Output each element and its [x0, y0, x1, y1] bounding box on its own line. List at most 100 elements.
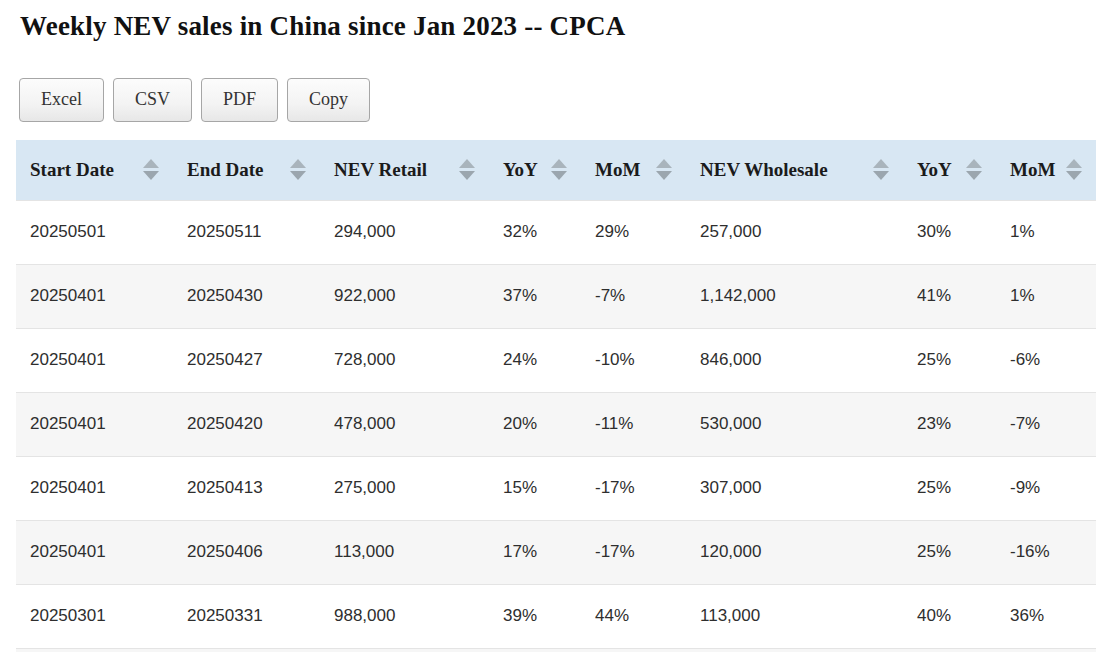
table-cell: [320, 648, 489, 652]
sort-desc-icon: [966, 171, 982, 180]
table-cell: -9%: [996, 456, 1096, 520]
sort-icon: [966, 159, 982, 180]
column-header-mom-2[interactable]: MoM: [996, 140, 1096, 201]
column-header-nev-retail[interactable]: NEV Retail: [320, 140, 489, 201]
column-header-nev-wholesale[interactable]: NEV Wholesale: [686, 140, 903, 201]
table-cell: 20250501: [16, 200, 173, 264]
table-cell: 25%: [903, 328, 996, 392]
table-cell: 20250511: [173, 200, 320, 264]
table-cell: -16%: [996, 520, 1096, 584]
export-button-copy[interactable]: Copy: [287, 78, 370, 122]
table-cell: 988,000: [320, 584, 489, 648]
column-header-label: MoM: [1010, 159, 1055, 181]
table-cell: 20250301: [16, 584, 173, 648]
column-header-yoy-2[interactable]: YoY: [903, 140, 996, 201]
table-row: 2025040120250406113,00017%-17%120,00025%…: [16, 520, 1096, 584]
table-row: 2025040120250420478,00020%-11%530,00023%…: [16, 392, 1096, 456]
column-header-label: Start Date: [30, 159, 114, 181]
table-cell: 257,000: [686, 200, 903, 264]
sort-desc-icon: [1066, 171, 1082, 180]
table-row: 2025040120250413275,00015%-17%307,00025%…: [16, 456, 1096, 520]
table-cell: 1%: [996, 200, 1096, 264]
table-cell: [581, 648, 686, 652]
export-toolbar: ExcelCSVPDFCopy: [19, 78, 1096, 122]
table-cell: -7%: [996, 392, 1096, 456]
table-cell: 20250430: [173, 264, 320, 328]
column-header-label: YoY: [503, 159, 538, 181]
table-header-row: Start Date End Date NEV Retail YoY MoM NEV Wh…: [16, 140, 1096, 201]
table-row: 2025030120250331988,00039%44%113,00040%3…: [16, 584, 1096, 648]
table-cell: 41%: [903, 264, 996, 328]
export-button-csv[interactable]: CSV: [113, 78, 192, 122]
column-header-mom[interactable]: MoM: [581, 140, 686, 201]
table-cell: -17%: [581, 456, 686, 520]
table-cell: 846,000: [686, 328, 903, 392]
table-cell: 20250401: [16, 520, 173, 584]
table-cell: -6%: [996, 328, 1096, 392]
table-cell: 20250401: [16, 392, 173, 456]
table-cell: 728,000: [320, 328, 489, 392]
table-row: 2025040120250427728,00024%-10%846,00025%…: [16, 328, 1096, 392]
table-cell: 530,000: [686, 392, 903, 456]
table-cell: 20250401: [16, 328, 173, 392]
sort-asc-icon: [459, 159, 475, 168]
table-cell: 20250331: [173, 584, 320, 648]
sort-asc-icon: [1066, 159, 1082, 168]
table-cell: 20%: [489, 392, 581, 456]
table-cell: 17%: [489, 520, 581, 584]
sort-icon: [873, 159, 889, 180]
table-cell: 20250427: [173, 328, 320, 392]
table-cell: 478,000: [320, 392, 489, 456]
table-cell: [16, 648, 173, 652]
table-cell: -17%: [581, 520, 686, 584]
table-cell: 25%: [903, 456, 996, 520]
sort-icon: [656, 159, 672, 180]
column-header-label: MoM: [595, 159, 640, 181]
table-cell: 922,000: [320, 264, 489, 328]
column-header-label: NEV Wholesale: [700, 159, 828, 181]
sort-icon: [1066, 159, 1082, 180]
sort-desc-icon: [551, 171, 567, 180]
sort-asc-icon: [143, 159, 159, 168]
table-cell: 113,000: [686, 584, 903, 648]
table-cell: 37%: [489, 264, 581, 328]
table-body: 2025050120250511294,00032%29%257,00030%1…: [16, 200, 1096, 652]
column-header-start-date[interactable]: Start Date: [16, 140, 173, 201]
table-cell: 307,000: [686, 456, 903, 520]
table-row: 2025050120250511294,00032%29%257,00030%1…: [16, 200, 1096, 264]
column-header-label: YoY: [917, 159, 952, 181]
table-cell: 20250401: [16, 456, 173, 520]
table-cell: 15%: [489, 456, 581, 520]
export-button-excel[interactable]: Excel: [19, 78, 104, 122]
table-cell: 294,000: [320, 200, 489, 264]
table-cell: 1%: [996, 264, 1096, 328]
sort-desc-icon: [656, 171, 672, 180]
sort-icon: [290, 159, 306, 180]
sort-asc-icon: [290, 159, 306, 168]
table-cell: -10%: [581, 328, 686, 392]
sort-desc-icon: [873, 171, 889, 180]
column-header-label: End Date: [187, 159, 264, 181]
sort-desc-icon: [143, 171, 159, 180]
table-row: 2025040120250430922,00037%-7%1,142,00041…: [16, 264, 1096, 328]
sort-asc-icon: [966, 159, 982, 168]
table-row-partial: [16, 648, 1096, 652]
export-button-pdf[interactable]: PDF: [201, 78, 278, 122]
page: Weekly NEV sales in China since Jan 2023…: [0, 10, 1112, 652]
column-header-label: NEV Retail: [334, 159, 427, 181]
table-cell: 32%: [489, 200, 581, 264]
table-cell: 39%: [489, 584, 581, 648]
table-cell: 1,142,000: [686, 264, 903, 328]
sort-desc-icon: [459, 171, 475, 180]
table-cell: 25%: [903, 520, 996, 584]
table-cell: 113,000: [320, 520, 489, 584]
table-cell: -11%: [581, 392, 686, 456]
table-cell: 44%: [581, 584, 686, 648]
column-header-end-date[interactable]: End Date: [173, 140, 320, 201]
sort-icon: [551, 159, 567, 180]
table-cell: 20250413: [173, 456, 320, 520]
column-header-yoy[interactable]: YoY: [489, 140, 581, 201]
nev-sales-table: Start Date End Date NEV Retail YoY MoM NEV Wh…: [16, 140, 1096, 652]
table-cell: 275,000: [320, 456, 489, 520]
table-cell: 23%: [903, 392, 996, 456]
